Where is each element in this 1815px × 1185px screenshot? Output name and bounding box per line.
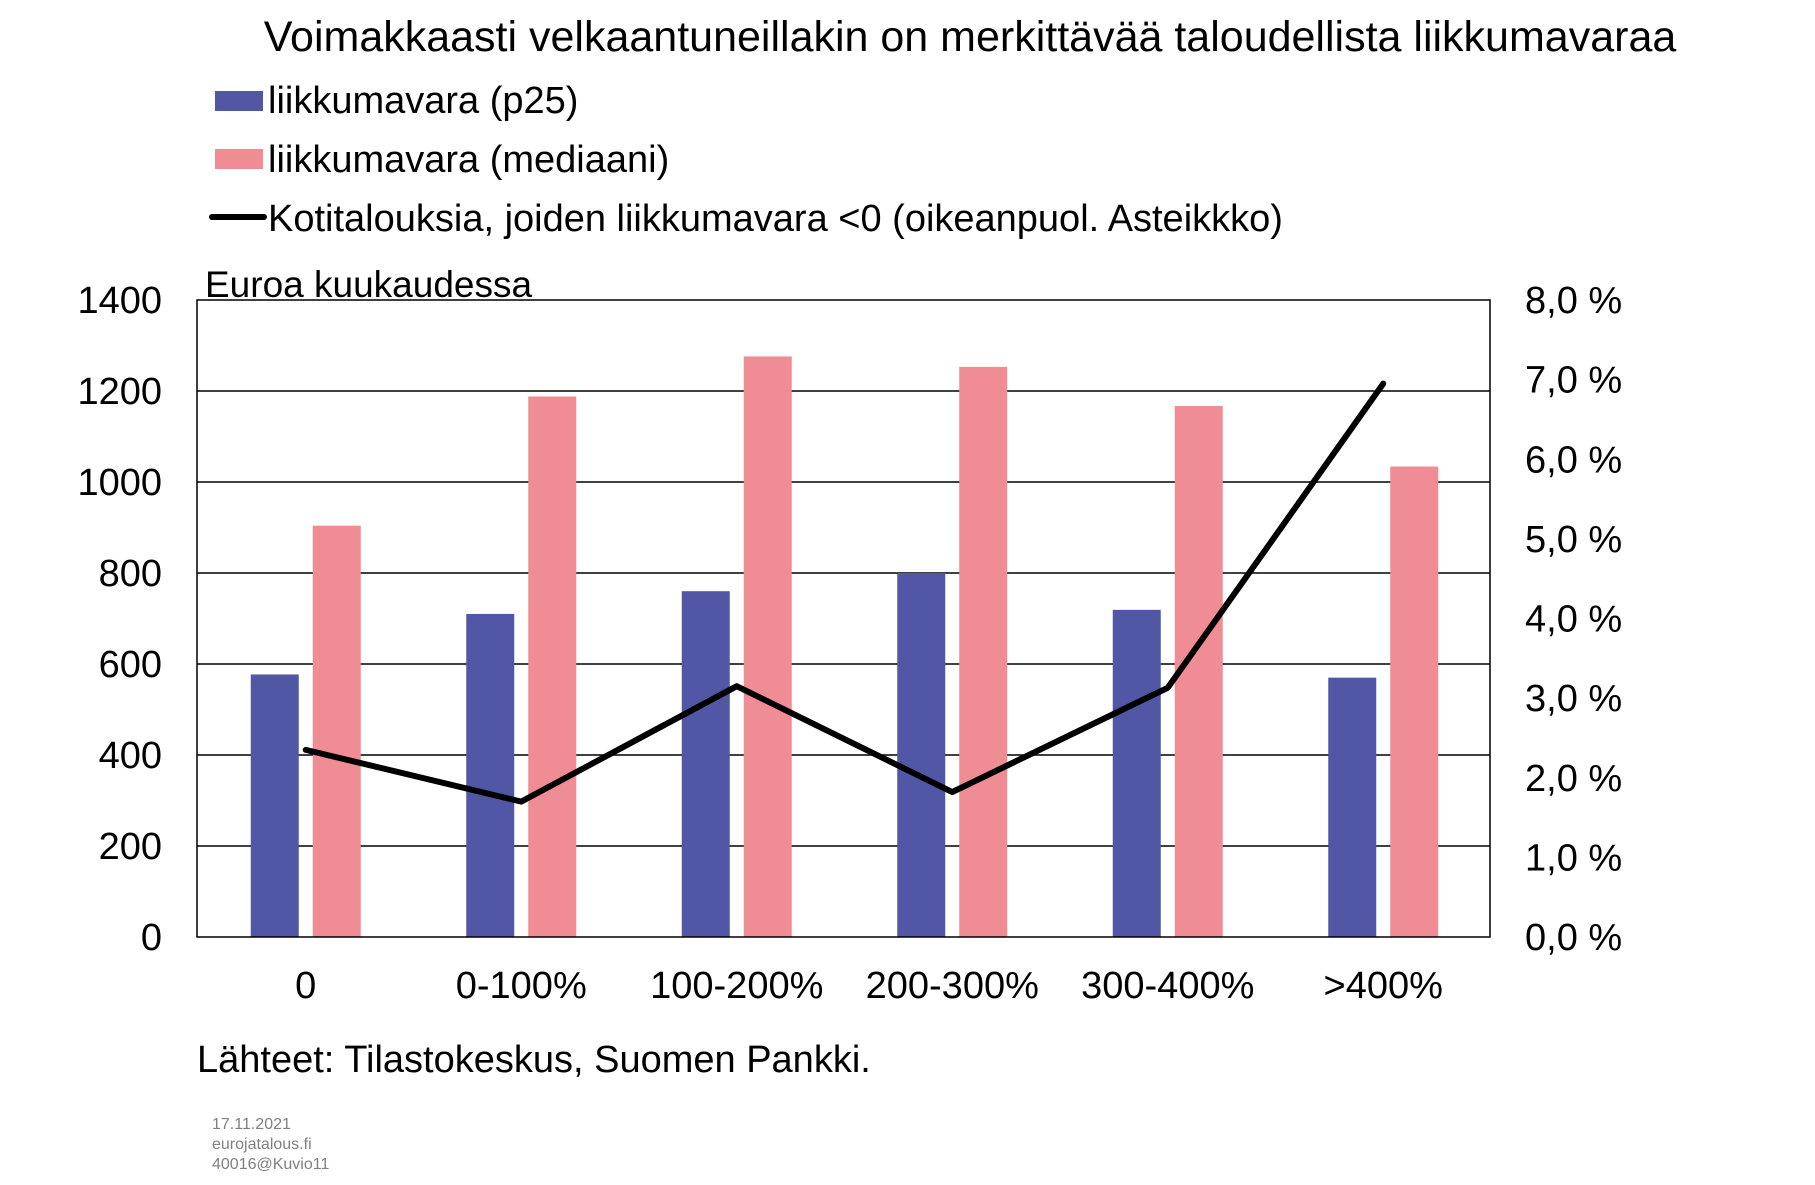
- plot-area: [196, 299, 1491, 938]
- legend-item-p25: liikkumavara (p25): [215, 80, 578, 122]
- legend-swatch-p25: [215, 91, 263, 111]
- legend: liikkumavara (p25) liikkumavara (mediaan…: [209, 80, 1283, 240]
- bar-p25: [897, 573, 946, 937]
- footer-site: eurojatalous.fi: [212, 1136, 312, 1153]
- source-note: Lähteet: Tilastokeskus, Suomen Pankki.: [197, 1039, 871, 1081]
- bar-p25: [250, 674, 299, 937]
- left-tick-label: 1000: [77, 462, 162, 504]
- category-label: 0: [295, 965, 316, 1007]
- right-tick-label: 2,0 %: [1525, 758, 1622, 800]
- line-share-negative: [302, 380, 1387, 805]
- right-tick-label: 1,0 %: [1525, 837, 1622, 879]
- right-tick-label: 8,0 %: [1525, 280, 1622, 322]
- category-label: 0-100%: [456, 965, 587, 1007]
- category-axis-labels: 0 0-100% 100-200% 200-300% 300-400% >400%: [295, 965, 1443, 1007]
- bar-p25: [466, 613, 515, 937]
- bar-median: [528, 396, 577, 938]
- left-axis-ticks: 0 200 400 600 800 1000 1200 1400: [77, 280, 162, 959]
- left-tick-label: 400: [99, 735, 162, 777]
- left-tick-label: 1200: [77, 371, 162, 413]
- category-label: >400%: [1324, 965, 1443, 1007]
- right-tick-label: 7,0 %: [1525, 360, 1622, 402]
- footer-date: 17.11.2021: [212, 1116, 291, 1133]
- left-tick-label: 600: [99, 644, 162, 686]
- left-tick-label: 1400: [77, 280, 162, 322]
- right-axis-ticks: 0,0 % 1,0 % 2,0 % 3,0 % 4,0 % 5,0 % 6,0 % 7,0 %…: [1525, 280, 1622, 959]
- right-tick-label: 3,0 %: [1525, 678, 1622, 720]
- legend-label-median: liikkumavara (mediaani): [268, 139, 669, 181]
- gridlines: [197, 390, 1490, 847]
- right-tick-label: 4,0 %: [1525, 599, 1622, 641]
- left-tick-label: 0: [141, 917, 162, 959]
- bar-median: [743, 356, 792, 937]
- left-tick-label: 200: [99, 826, 162, 868]
- right-tick-label: 6,0 %: [1525, 439, 1622, 481]
- legend-label-p25: liikkumavara (p25): [268, 80, 578, 122]
- category-label: 300-400%: [1081, 965, 1254, 1007]
- bar-median: [959, 366, 1008, 937]
- bar-p25: [681, 591, 730, 937]
- legend-item-share-negative: Kotitalouksia, joiden liikkumavara <0 (o…: [209, 198, 1283, 240]
- bar-median: [1390, 466, 1439, 937]
- bar-median: [312, 525, 361, 937]
- chart-title: Voimakkaasti velkaantuneillakin on merki…: [264, 13, 1677, 61]
- plot-frame: [196, 299, 1491, 938]
- category-label: 100-200%: [650, 965, 823, 1007]
- legend-swatch-median: [215, 149, 263, 169]
- left-tick-label: 800: [99, 553, 162, 595]
- right-tick-label: 5,0 %: [1525, 519, 1622, 561]
- right-tick-label: 0,0 %: [1525, 917, 1622, 959]
- category-label: 200-300%: [866, 965, 1039, 1007]
- bar-p25: [1112, 609, 1161, 937]
- y-axis-label: Euroa kuukaudessa: [205, 264, 532, 305]
- line-series: [302, 380, 1387, 805]
- legend-item-median: liikkumavara (mediaani): [215, 139, 669, 181]
- legend-label-share-negative: Kotitalouksia, joiden liikkumavara <0 (o…: [268, 198, 1283, 240]
- bars: [250, 356, 1439, 938]
- bar-p25: [1328, 677, 1377, 937]
- footer-code: 40016@Kuvio11: [212, 1156, 329, 1173]
